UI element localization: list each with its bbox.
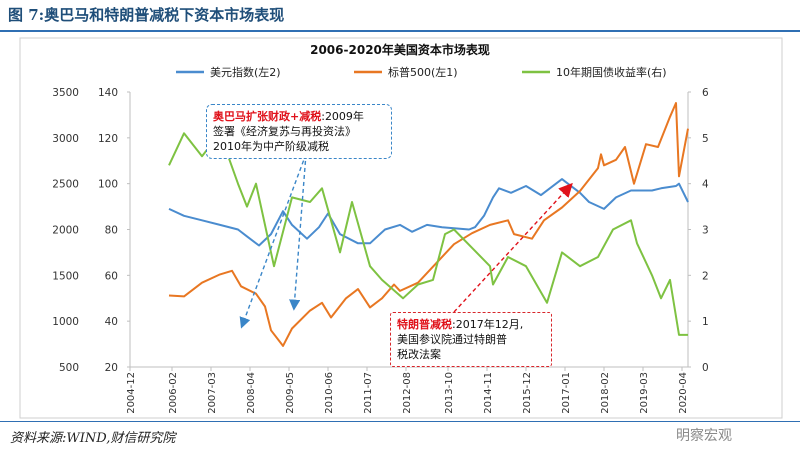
x-tick-label: 2013-10	[444, 372, 455, 414]
annotation-obama-highlight: 奥巴马扩张财政+减税	[213, 110, 322, 123]
annotation-trump: 特朗普减税:2017年12月, 美国参议院通过特朗普 税改法案	[390, 312, 552, 367]
y-left-inner-tick-label: 120	[98, 133, 118, 145]
y-right-tick-label: 4	[702, 179, 709, 191]
annotation-trump-line-1: 2017年12月,	[455, 318, 524, 331]
y-left-outer-tick-label: 3000	[52, 133, 79, 145]
legend-label-2: 10年期国债收益率(右)	[556, 65, 667, 79]
y-left-inner-tick-label: 140	[98, 87, 118, 99]
x-tick-label: 2004-12	[126, 372, 137, 414]
y-left-outer-tick-label: 2000	[52, 225, 79, 237]
source-note: 资料来源:WIND,财信研究院	[10, 431, 176, 446]
annotation-trump-line-2: 美国参议院通过特朗普	[397, 333, 507, 346]
annotation-obama-line-1: 2009年	[324, 110, 364, 123]
legend-label-1: 标普500(左1)	[388, 65, 458, 79]
y-right-tick-label: 5	[702, 133, 709, 145]
y-left-inner-tick-label: 80	[105, 225, 118, 237]
x-tick-label: 2008-04	[246, 372, 257, 414]
legend: 美元指数(左2) 标普500(左1) 10年期国债收益率(右)	[176, 65, 667, 79]
top-rule	[0, 30, 800, 32]
y-right-tick-label: 0	[702, 362, 709, 374]
x-tick-label: 2017-01	[561, 372, 572, 414]
x-tick-label: 2019-03	[639, 372, 650, 414]
y-left-outer-tick-label: 2500	[52, 179, 79, 191]
x-tick-label: 2009-05	[285, 372, 296, 414]
annotation-obama: 奥巴马扩张财政+减税:2009年 签署《经济复苏与再投资法》 2010年为中产阶…	[206, 104, 392, 159]
arrow-obama-2009	[239, 153, 307, 329]
y-left-outer-tick-label: 1500	[52, 270, 79, 282]
x-tick-label: 2012-08	[402, 372, 413, 414]
bottom-rule	[0, 421, 800, 422]
y-right-tick-label: 6	[702, 87, 709, 99]
arrow-obama-2010	[289, 153, 307, 311]
watermark: 明察宏观	[676, 428, 732, 444]
annotation-obama-line-2: 签署《经济复苏与再投资法》	[213, 125, 356, 138]
x-tick-label: 2010-06	[324, 372, 335, 414]
plot-area	[168, 102, 689, 347]
series-line-2	[168, 132, 688, 336]
annotation-trump-highlight: 特朗普减税	[397, 318, 452, 331]
x-tick-label: 2011-07	[363, 372, 374, 414]
arrow-trump-2017	[453, 182, 573, 313]
axes: 5001000150020002500300035002040608010012…	[52, 87, 709, 414]
x-tick-label: 2015-12	[522, 372, 533, 414]
figure-title: 图 7:奥巴马和特朗普减税下资本市场表现	[8, 6, 285, 24]
y-left-outer-tick-label: 3500	[52, 87, 79, 99]
y-right-tick-label: 1	[702, 316, 709, 328]
y-left-inner-tick-label: 40	[105, 316, 118, 328]
series-line-1	[168, 102, 689, 347]
x-tick-label: 2007-03	[207, 372, 218, 414]
x-tick-label: 2006-02	[168, 372, 179, 414]
annotation-arrows	[239, 153, 573, 329]
y-left-inner-tick-label: 20	[105, 362, 118, 374]
y-right-tick-label: 3	[702, 225, 709, 237]
y-right-tick-label: 2	[702, 270, 709, 282]
x-tick-label: 2018-02	[600, 372, 611, 414]
y-left-outer-tick-label: 1000	[52, 316, 79, 328]
legend-label-0: 美元指数(左2)	[210, 65, 281, 79]
x-tick-label: 2014-11	[483, 372, 494, 414]
y-left-inner-tick-label: 60	[105, 270, 118, 282]
y-left-inner-tick-label: 100	[98, 179, 118, 191]
annotation-obama-line-3: 2010年为中产阶级减税	[213, 140, 329, 153]
y-left-outer-tick-label: 500	[59, 362, 79, 374]
chart-title: 2006-2020年美国资本市场表现	[310, 42, 490, 57]
annotation-trump-line-3: 税改法案	[397, 348, 441, 361]
x-tick-label: 2020-04	[678, 372, 689, 414]
